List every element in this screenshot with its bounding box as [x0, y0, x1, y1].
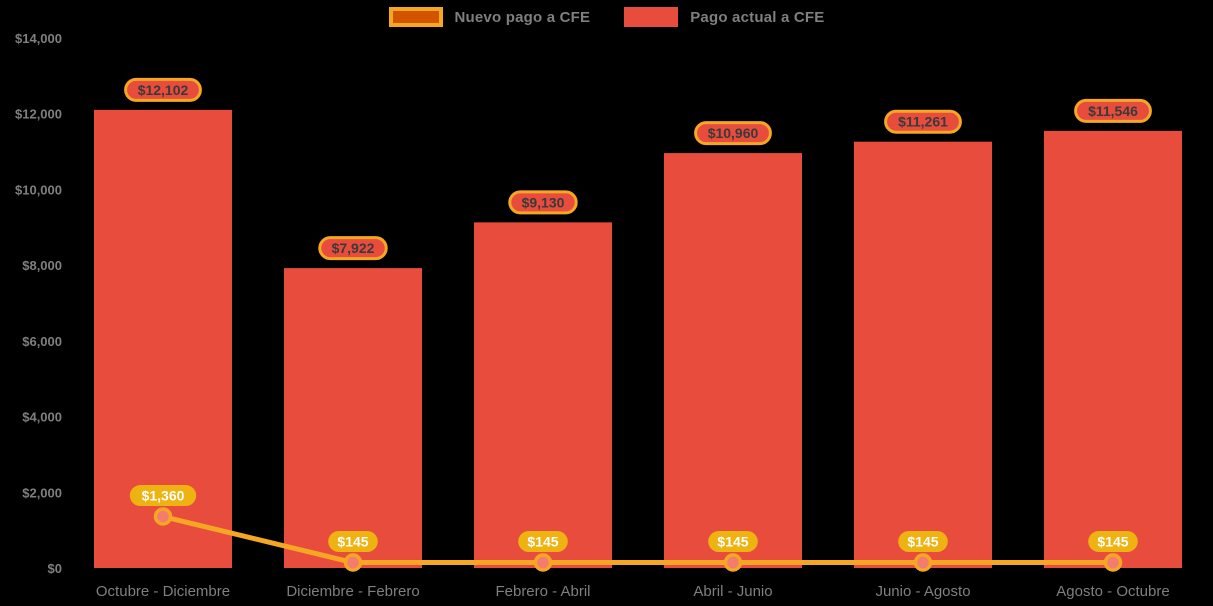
- line-point-marker: [343, 553, 363, 572]
- legend-swatch-pago-actual-icon: [624, 7, 679, 27]
- x-axis-category-label: Diciembre - Febrero: [286, 583, 419, 600]
- line-value-pill-text: $1,360: [142, 488, 185, 504]
- line-nuevo-pago: [160, 514, 1116, 566]
- legend-item-nuevo-pago[interactable]: Nuevo pago a CFE: [388, 7, 591, 27]
- bar-value-pill-text: $10,960: [708, 125, 759, 141]
- bar-pago-actual: [284, 268, 422, 568]
- legend-label-pago-actual: Pago actual a CFE: [690, 8, 825, 26]
- bar-value-pill-text: $9,130: [522, 194, 565, 210]
- y-axis-tick-label: $6,000: [22, 334, 62, 349]
- line-point-marker: [913, 553, 933, 572]
- line-value-pill: [1088, 531, 1138, 553]
- bar-pago-actual: [664, 153, 802, 569]
- bar-value-pill-text: $11,261: [898, 114, 948, 130]
- line-value-pill: [708, 531, 758, 553]
- y-axis-tick-label: $8,000: [22, 258, 62, 273]
- x-axis-category-label: Agosto - Octubre: [1056, 583, 1169, 600]
- y-axis-tick-label: $4,000: [22, 410, 62, 425]
- legend-item-pago-actual[interactable]: Pago actual a CFE: [624, 7, 824, 27]
- bar-pago-actual: [474, 222, 612, 568]
- line-value-pill: [129, 485, 197, 507]
- bar-value-pill: [884, 109, 962, 134]
- y-axis-tick-label: $10,000: [15, 182, 62, 197]
- bar-value-pill: [694, 121, 772, 146]
- line-value-pill: [518, 531, 568, 553]
- bar-value-pill-text: $12,102: [138, 82, 189, 98]
- legend-swatch-nuevo-pago-icon: [388, 7, 443, 27]
- line-value-pill-text: $145: [527, 534, 558, 550]
- line-value-pill: [328, 531, 378, 553]
- x-axis-category-label: Octubre - Diciembre: [96, 583, 230, 600]
- bar-value-pill: [318, 236, 388, 261]
- line-point-marker: [533, 553, 553, 572]
- line-value-pill-text: $145: [907, 534, 938, 550]
- line-value-pill-text: $145: [717, 534, 748, 550]
- y-axis-tick-label: $0: [48, 561, 62, 576]
- line-value-pill-text: $145: [1097, 534, 1128, 550]
- line-point-marker: [723, 553, 743, 572]
- bar-value-pill: [1074, 98, 1152, 123]
- x-axis-category-label: Febrero - Abril: [495, 583, 590, 600]
- x-axis-category-label: Junio - Agosto: [875, 583, 970, 600]
- bar-value-pill: [508, 190, 578, 215]
- line-point-marker: [1103, 553, 1123, 572]
- x-axis-category-label: Abril - Junio: [693, 583, 772, 600]
- chart-legend: Nuevo pago a CFE Pago actual a CFE: [0, 7, 1213, 27]
- bar-value-pill: [124, 77, 202, 102]
- y-axis-tick-label: $2,000: [22, 485, 62, 500]
- y-axis-tick-label: $12,000: [15, 107, 62, 122]
- y-axis-tick-label: $14,000: [15, 31, 62, 46]
- legend-label-nuevo-pago: Nuevo pago a CFE: [454, 8, 591, 26]
- line-value-pill: [898, 531, 948, 553]
- line-value-pill-text: $145: [337, 534, 368, 550]
- line-point-marker: [153, 507, 173, 526]
- bar-pago-actual: [854, 141, 992, 568]
- bar-value-pill-text: $11,546: [1088, 103, 1138, 119]
- bar-pago-actual: [1044, 130, 1182, 568]
- bar-value-pill-text: $7,922: [332, 240, 375, 256]
